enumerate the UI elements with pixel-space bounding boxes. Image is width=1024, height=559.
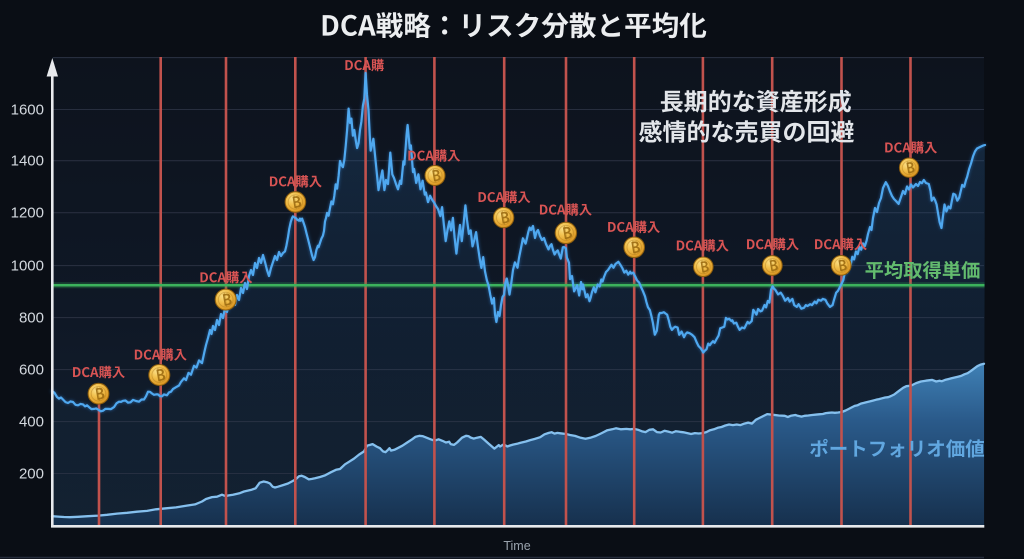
svg-text:1400: 1400 bbox=[11, 153, 44, 170]
svg-text:1600: 1600 bbox=[11, 102, 44, 119]
svg-text:800: 800 bbox=[19, 310, 44, 327]
svg-text:1000: 1000 bbox=[11, 258, 44, 275]
svg-text:Time: Time bbox=[503, 539, 530, 553]
svg-text:400: 400 bbox=[19, 414, 44, 431]
svg-text:600: 600 bbox=[19, 362, 44, 379]
svg-text:1200: 1200 bbox=[11, 205, 44, 222]
svg-text:200: 200 bbox=[19, 466, 44, 483]
